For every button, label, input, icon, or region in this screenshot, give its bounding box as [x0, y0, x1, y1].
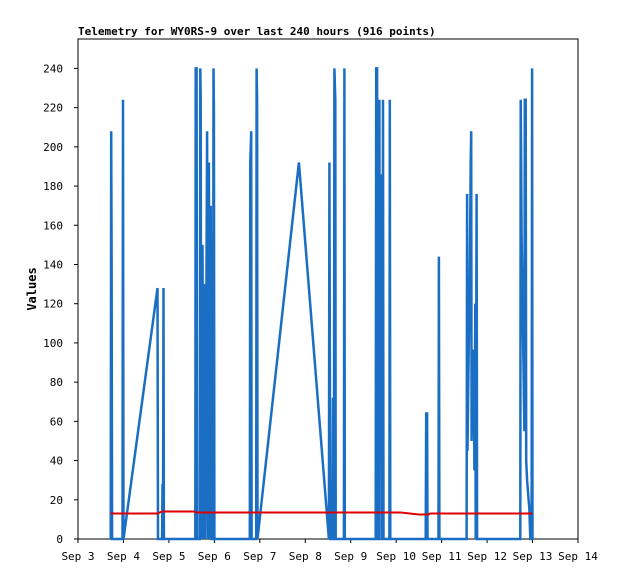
x-tick-label: Sep 13 [513, 550, 553, 563]
y-tick-label: 160 [43, 219, 63, 232]
x-tick-label: Sep 14 [558, 550, 598, 563]
chart-title: Telemetry for WY0RS-9 over last 240 hour… [78, 25, 436, 38]
y-tick-label: 220 [43, 102, 63, 115]
y-tick-label: 240 [43, 62, 63, 75]
x-tick-label: Sep 12 [467, 550, 507, 563]
y-tick-label: 140 [43, 258, 63, 271]
x-tick-label: Sep 8 [289, 550, 322, 563]
x-axis: Sep 3 Sep 4 Sep 5 Sep 6 Sep 7 Sep 8 Sep 9 Sep 1… [61, 539, 598, 563]
x-tick-label: Sep 9 [334, 550, 367, 563]
y-tick-label: 40 [50, 455, 63, 468]
series-layer [109, 67, 534, 541]
y-tick-label: 0 [56, 533, 63, 546]
series-line-2 [110, 510, 533, 516]
x-tick-label: Sep 5 [152, 550, 185, 563]
x-tick-label: Sep 4 [107, 550, 140, 563]
y-tick-label: 80 [50, 376, 63, 389]
y-axis: 0 20 40 60 80 100 120 140 160 180 200 220 240 [43, 62, 78, 546]
y-axis-title: Values [25, 267, 39, 310]
series-line-1 [109, 67, 534, 541]
x-tick-label: Sep 3 [61, 550, 94, 563]
y-tick-label: 120 [43, 298, 63, 311]
y-tick-label: 20 [50, 494, 63, 507]
x-tick-label: Sep 10 [376, 550, 416, 563]
y-tick-label: 180 [43, 180, 63, 193]
x-tick-label: Sep 11 [422, 550, 462, 563]
y-tick-label: 100 [43, 337, 63, 350]
x-tick-label: Sep 6 [198, 550, 231, 563]
x-tick-label: Sep 7 [243, 550, 276, 563]
y-tick-label: 60 [50, 415, 63, 428]
y-tick-label: 200 [43, 141, 63, 154]
